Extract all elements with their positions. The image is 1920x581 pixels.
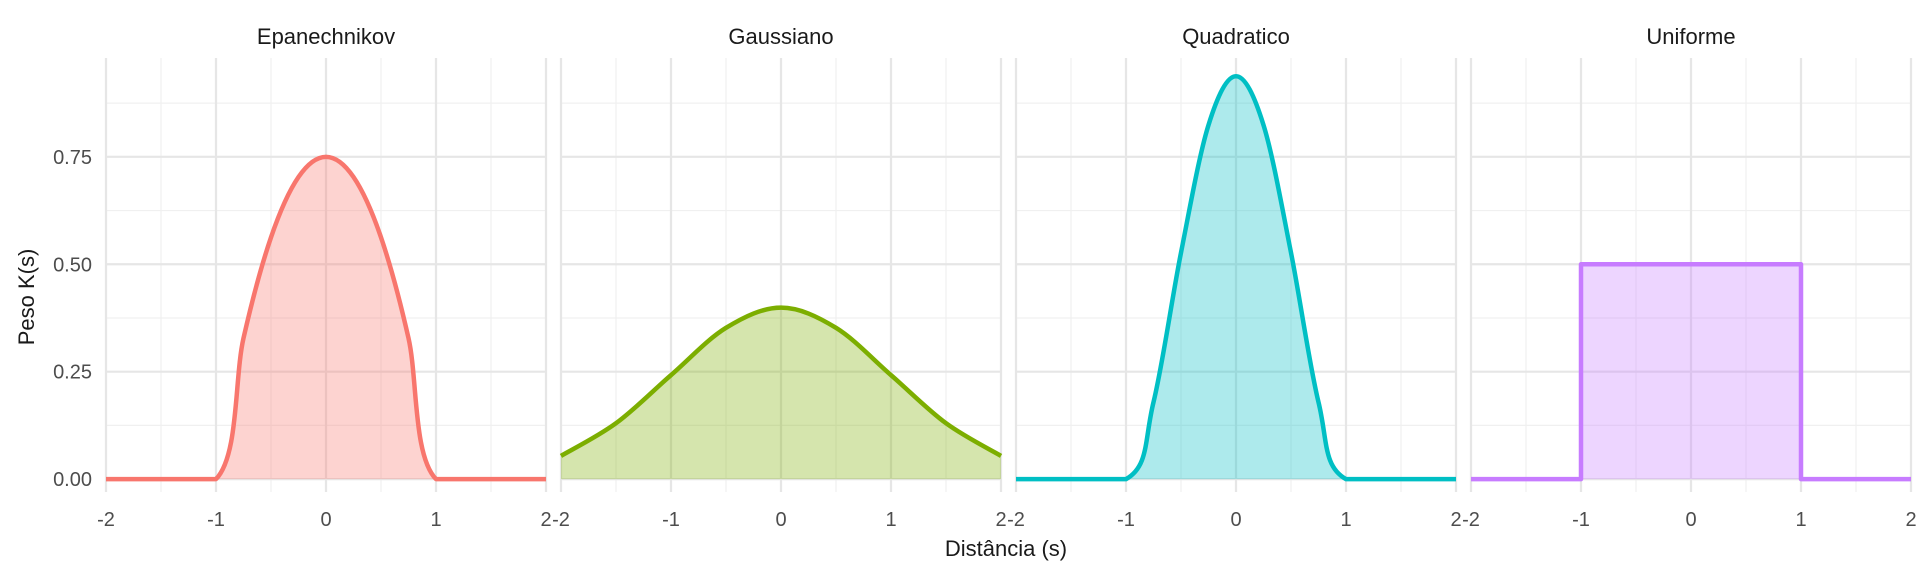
x-axis-title: Distância (s) — [945, 536, 1067, 561]
x-tick-label: -1 — [1572, 509, 1590, 531]
y-axis: 0.00 0.25 0.50 0.75 — [53, 147, 92, 491]
panel-title: Uniforme — [1646, 24, 1735, 49]
panel-title: Epanechnikov — [257, 24, 395, 49]
y-tick-label: 0.50 — [53, 254, 92, 276]
x-tick-label: -1 — [207, 509, 225, 531]
panel-title: Gaussiano — [728, 24, 833, 49]
facet-panel-gaussiano: Gaussiano -2 -1 0 1 2 — [552, 24, 1006, 531]
series-area-epanechnikov — [106, 156, 546, 480]
x-tick-label: 2 — [995, 509, 1006, 531]
series-line-epanechnikov — [106, 154, 546, 482]
series-line-uniforme — [1471, 262, 1911, 482]
y-tick-label: 0.25 — [53, 362, 92, 384]
facet-panel-quadratico: Quadratico -2 -1 0 1 2 — [1007, 24, 1461, 531]
x-tick-label: 1 — [1795, 509, 1806, 531]
x-tick-label: -2 — [1007, 509, 1025, 531]
x-tick-label: 2 — [540, 509, 551, 531]
y-tick-label: 0.75 — [53, 147, 92, 169]
panel-title: Quadratico — [1182, 24, 1290, 49]
y-axis-title: Peso K(s) — [14, 249, 39, 346]
x-tick-label: -1 — [1117, 509, 1135, 531]
x-tick-label: -1 — [662, 509, 680, 531]
x-tick-label: -2 — [1462, 509, 1480, 531]
facet-panel-uniforme: Uniforme -2 -1 0 1 2 — [1462, 24, 1916, 531]
x-tick-label: 2 — [1905, 509, 1916, 531]
x-tick-label: -2 — [552, 509, 570, 531]
facet-panel-epanechnikov: Epanechnikov -2 -1 0 1 2 — [97, 24, 551, 531]
x-tick-label: 0 — [1685, 509, 1696, 531]
x-tick-label: 1 — [430, 509, 441, 531]
series-area-gaussiano — [561, 307, 1001, 480]
series-area-quadratico — [1016, 76, 1456, 480]
series-line-gaussiano — [559, 305, 1003, 458]
y-tick-label: 0.00 — [53, 469, 92, 491]
x-tick-label: 0 — [320, 509, 331, 531]
series-line-quadratico — [1016, 74, 1456, 482]
x-tick-label: -2 — [97, 509, 115, 531]
x-tick-label: 2 — [1450, 509, 1461, 531]
x-tick-label: 1 — [885, 509, 896, 531]
x-tick-label: 0 — [1230, 509, 1241, 531]
x-tick-label: 1 — [1340, 509, 1351, 531]
x-tick-label: 0 — [775, 509, 786, 531]
